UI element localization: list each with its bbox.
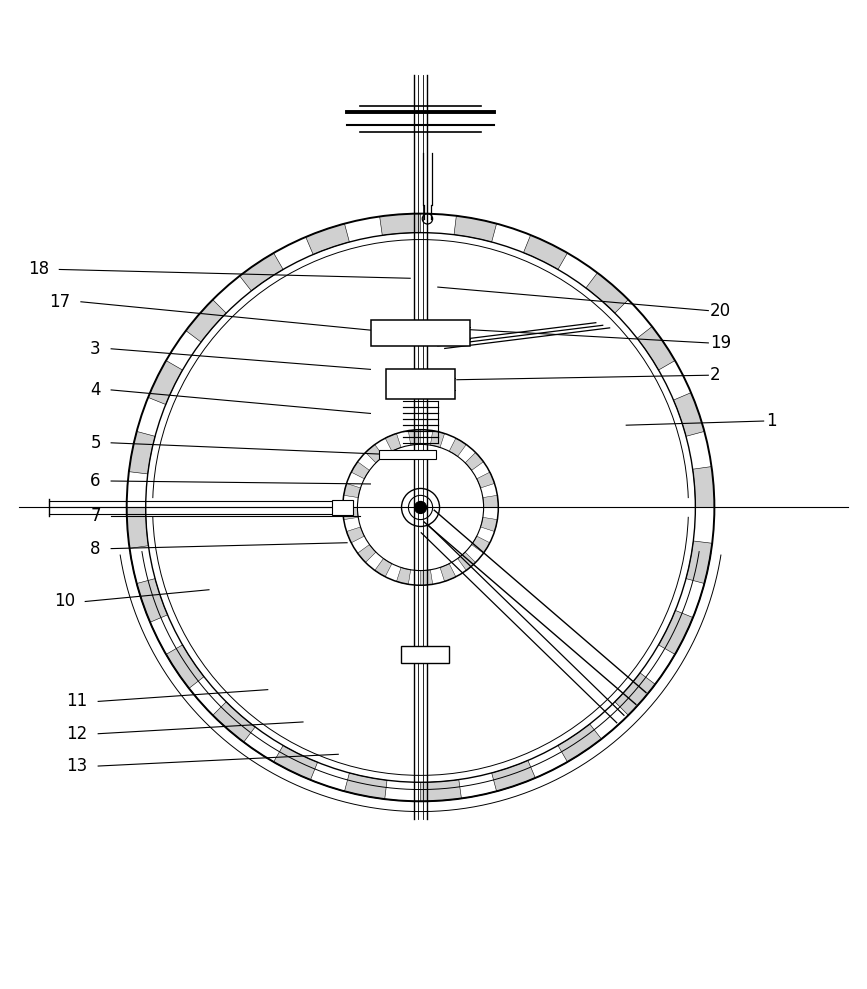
Text: 17: 17 bbox=[49, 293, 70, 311]
Text: 19: 19 bbox=[710, 334, 731, 352]
Wedge shape bbox=[472, 536, 490, 553]
Wedge shape bbox=[385, 433, 401, 451]
Wedge shape bbox=[480, 517, 498, 531]
Wedge shape bbox=[483, 495, 499, 507]
Wedge shape bbox=[166, 645, 204, 688]
Text: 18: 18 bbox=[28, 260, 49, 279]
Bar bbox=[380, 450, 435, 459]
Wedge shape bbox=[137, 579, 167, 622]
Wedge shape bbox=[375, 559, 392, 577]
Wedge shape bbox=[430, 430, 445, 447]
Text: 20: 20 bbox=[710, 302, 731, 319]
Wedge shape bbox=[449, 438, 466, 457]
Text: 6: 6 bbox=[90, 472, 101, 490]
Text: 4: 4 bbox=[90, 381, 101, 399]
Wedge shape bbox=[357, 545, 376, 563]
Wedge shape bbox=[274, 746, 317, 780]
Wedge shape bbox=[674, 393, 704, 436]
Wedge shape bbox=[347, 527, 364, 543]
Bar bbox=[331, 499, 353, 515]
Wedge shape bbox=[693, 467, 714, 507]
Wedge shape bbox=[343, 484, 361, 497]
Wedge shape bbox=[524, 235, 568, 269]
Wedge shape bbox=[239, 253, 284, 291]
Text: 5: 5 bbox=[90, 434, 101, 452]
Wedge shape bbox=[420, 779, 461, 801]
Wedge shape bbox=[148, 361, 183, 405]
Wedge shape bbox=[212, 702, 255, 742]
Wedge shape bbox=[129, 431, 155, 474]
Wedge shape bbox=[477, 472, 494, 488]
Circle shape bbox=[414, 501, 427, 513]
Text: 11: 11 bbox=[67, 692, 88, 710]
Wedge shape bbox=[492, 761, 535, 791]
Text: 10: 10 bbox=[54, 592, 75, 610]
Wedge shape bbox=[344, 773, 387, 799]
Wedge shape bbox=[440, 564, 456, 582]
Wedge shape bbox=[351, 462, 369, 479]
Wedge shape bbox=[408, 429, 420, 445]
Text: 1: 1 bbox=[766, 412, 777, 430]
Wedge shape bbox=[380, 214, 420, 235]
Wedge shape bbox=[466, 452, 484, 471]
Wedge shape bbox=[586, 273, 629, 314]
Text: 12: 12 bbox=[67, 725, 88, 743]
Text: 8: 8 bbox=[90, 540, 101, 558]
Bar bbox=[386, 369, 455, 400]
Wedge shape bbox=[659, 610, 693, 655]
Wedge shape bbox=[420, 570, 433, 585]
Wedge shape bbox=[454, 216, 497, 242]
Wedge shape bbox=[127, 507, 148, 548]
Wedge shape bbox=[396, 568, 411, 584]
Wedge shape bbox=[186, 300, 226, 342]
Wedge shape bbox=[686, 541, 712, 584]
Wedge shape bbox=[558, 724, 602, 762]
Bar bbox=[401, 646, 448, 663]
Wedge shape bbox=[458, 552, 475, 571]
Wedge shape bbox=[615, 673, 655, 715]
Bar bbox=[371, 319, 470, 346]
Text: 13: 13 bbox=[67, 757, 88, 775]
Wedge shape bbox=[342, 507, 358, 519]
Wedge shape bbox=[637, 326, 675, 370]
Text: 3: 3 bbox=[90, 340, 101, 358]
Text: 2: 2 bbox=[710, 366, 720, 385]
Wedge shape bbox=[366, 444, 383, 463]
Wedge shape bbox=[306, 224, 349, 254]
Text: 7: 7 bbox=[90, 507, 101, 525]
